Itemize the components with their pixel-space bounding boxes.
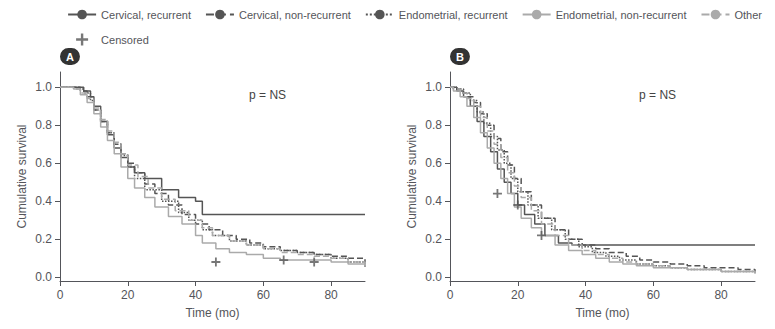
svg-text:A: A [66, 51, 74, 63]
svg-text:40: 40 [579, 288, 593, 302]
svg-text:0: 0 [447, 288, 454, 302]
svg-text:20: 20 [121, 288, 135, 302]
svg-text:1.0: 1.0 [425, 80, 442, 94]
svg-text:0.0: 0.0 [425, 270, 442, 284]
svg-text:Endometrial, non-recurrent: Endometrial, non-recurrent [556, 9, 687, 21]
svg-text:Endometrial, recurrent: Endometrial, recurrent [399, 9, 508, 21]
svg-text:0.0: 0.0 [35, 270, 52, 284]
svg-text:0.4: 0.4 [425, 194, 442, 208]
svg-text:0.6: 0.6 [425, 156, 442, 170]
svg-text:60: 60 [647, 288, 661, 302]
svg-text:p = NS: p = NS [249, 88, 286, 102]
svg-text:0.2: 0.2 [35, 232, 52, 246]
svg-text:Time (mo): Time (mo) [575, 306, 629, 320]
svg-text:1.0: 1.0 [35, 80, 52, 94]
svg-text:60: 60 [257, 288, 271, 302]
svg-text:Censored: Censored [101, 34, 149, 46]
svg-text:0.8: 0.8 [425, 118, 442, 132]
svg-text:80: 80 [324, 288, 338, 302]
svg-text:0.8: 0.8 [35, 118, 52, 132]
svg-text:0.4: 0.4 [35, 194, 52, 208]
svg-text:B: B [456, 51, 464, 63]
svg-text:p = NS: p = NS [639, 88, 676, 102]
svg-text:0: 0 [57, 288, 64, 302]
svg-text:0.2: 0.2 [425, 232, 442, 246]
svg-text:40: 40 [189, 288, 203, 302]
svg-text:Cumulative survival: Cumulative survival [405, 124, 419, 228]
svg-text:Cervical, non-recurrent: Cervical, non-recurrent [239, 9, 351, 21]
svg-text:Other: Other [734, 9, 762, 21]
svg-text:Cumulative survival: Cumulative survival [15, 124, 29, 228]
svg-text:Time (mo): Time (mo) [185, 306, 239, 320]
svg-text:Cervical, recurrent: Cervical, recurrent [101, 9, 191, 21]
svg-text:80: 80 [714, 288, 728, 302]
svg-text:20: 20 [511, 288, 525, 302]
svg-text:0.6: 0.6 [35, 156, 52, 170]
